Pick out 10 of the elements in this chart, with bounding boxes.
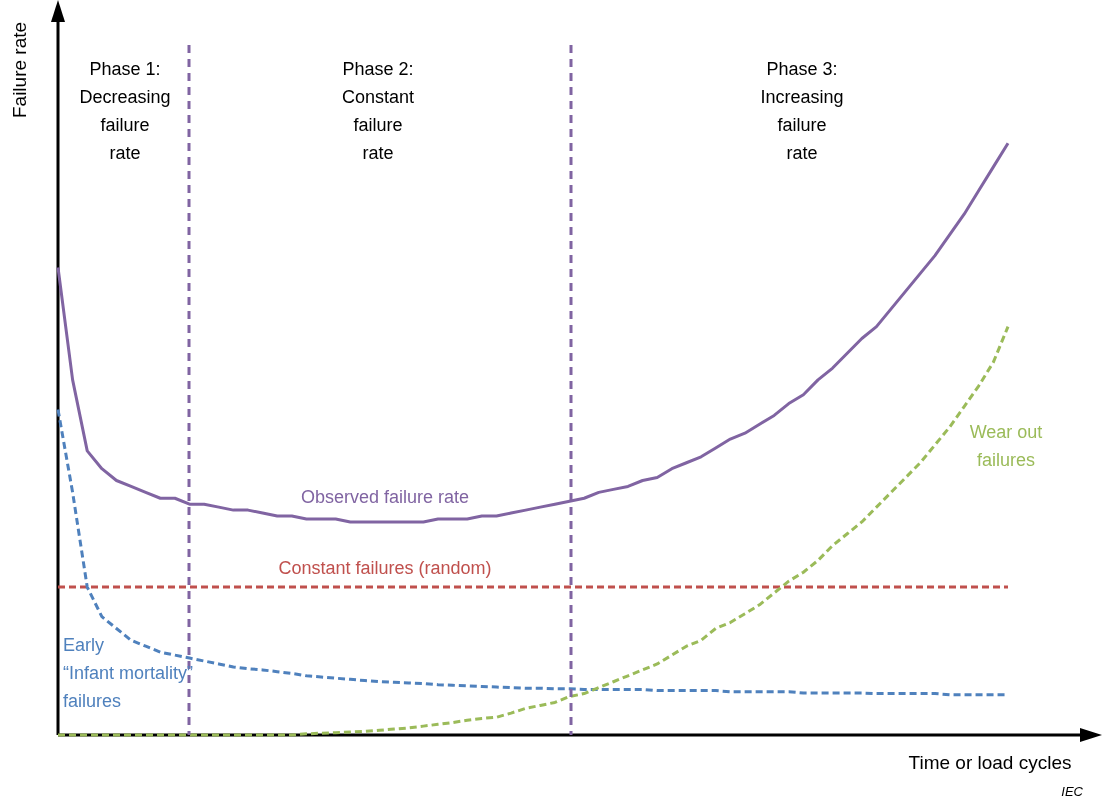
- series-label: Early “Infant mortality” failures: [63, 635, 194, 711]
- series-label: Observed failure rate: [300, 487, 470, 507]
- y-axis-title: Failure rate: [9, 21, 30, 119]
- annotation: Phase 3: Increasing failure rate: [760, 59, 844, 163]
- annotation: Phase 2: Constant failure rate: [341, 59, 415, 163]
- x-axis-title: Time or load cycles: [908, 752, 1072, 773]
- series-label: Constant failures (random): [278, 558, 492, 578]
- text: IEC: [1061, 784, 1084, 799]
- series-label: Wear out failures: [969, 422, 1043, 470]
- annotation: Phase 1: Decreasing failure rate: [79, 59, 171, 163]
